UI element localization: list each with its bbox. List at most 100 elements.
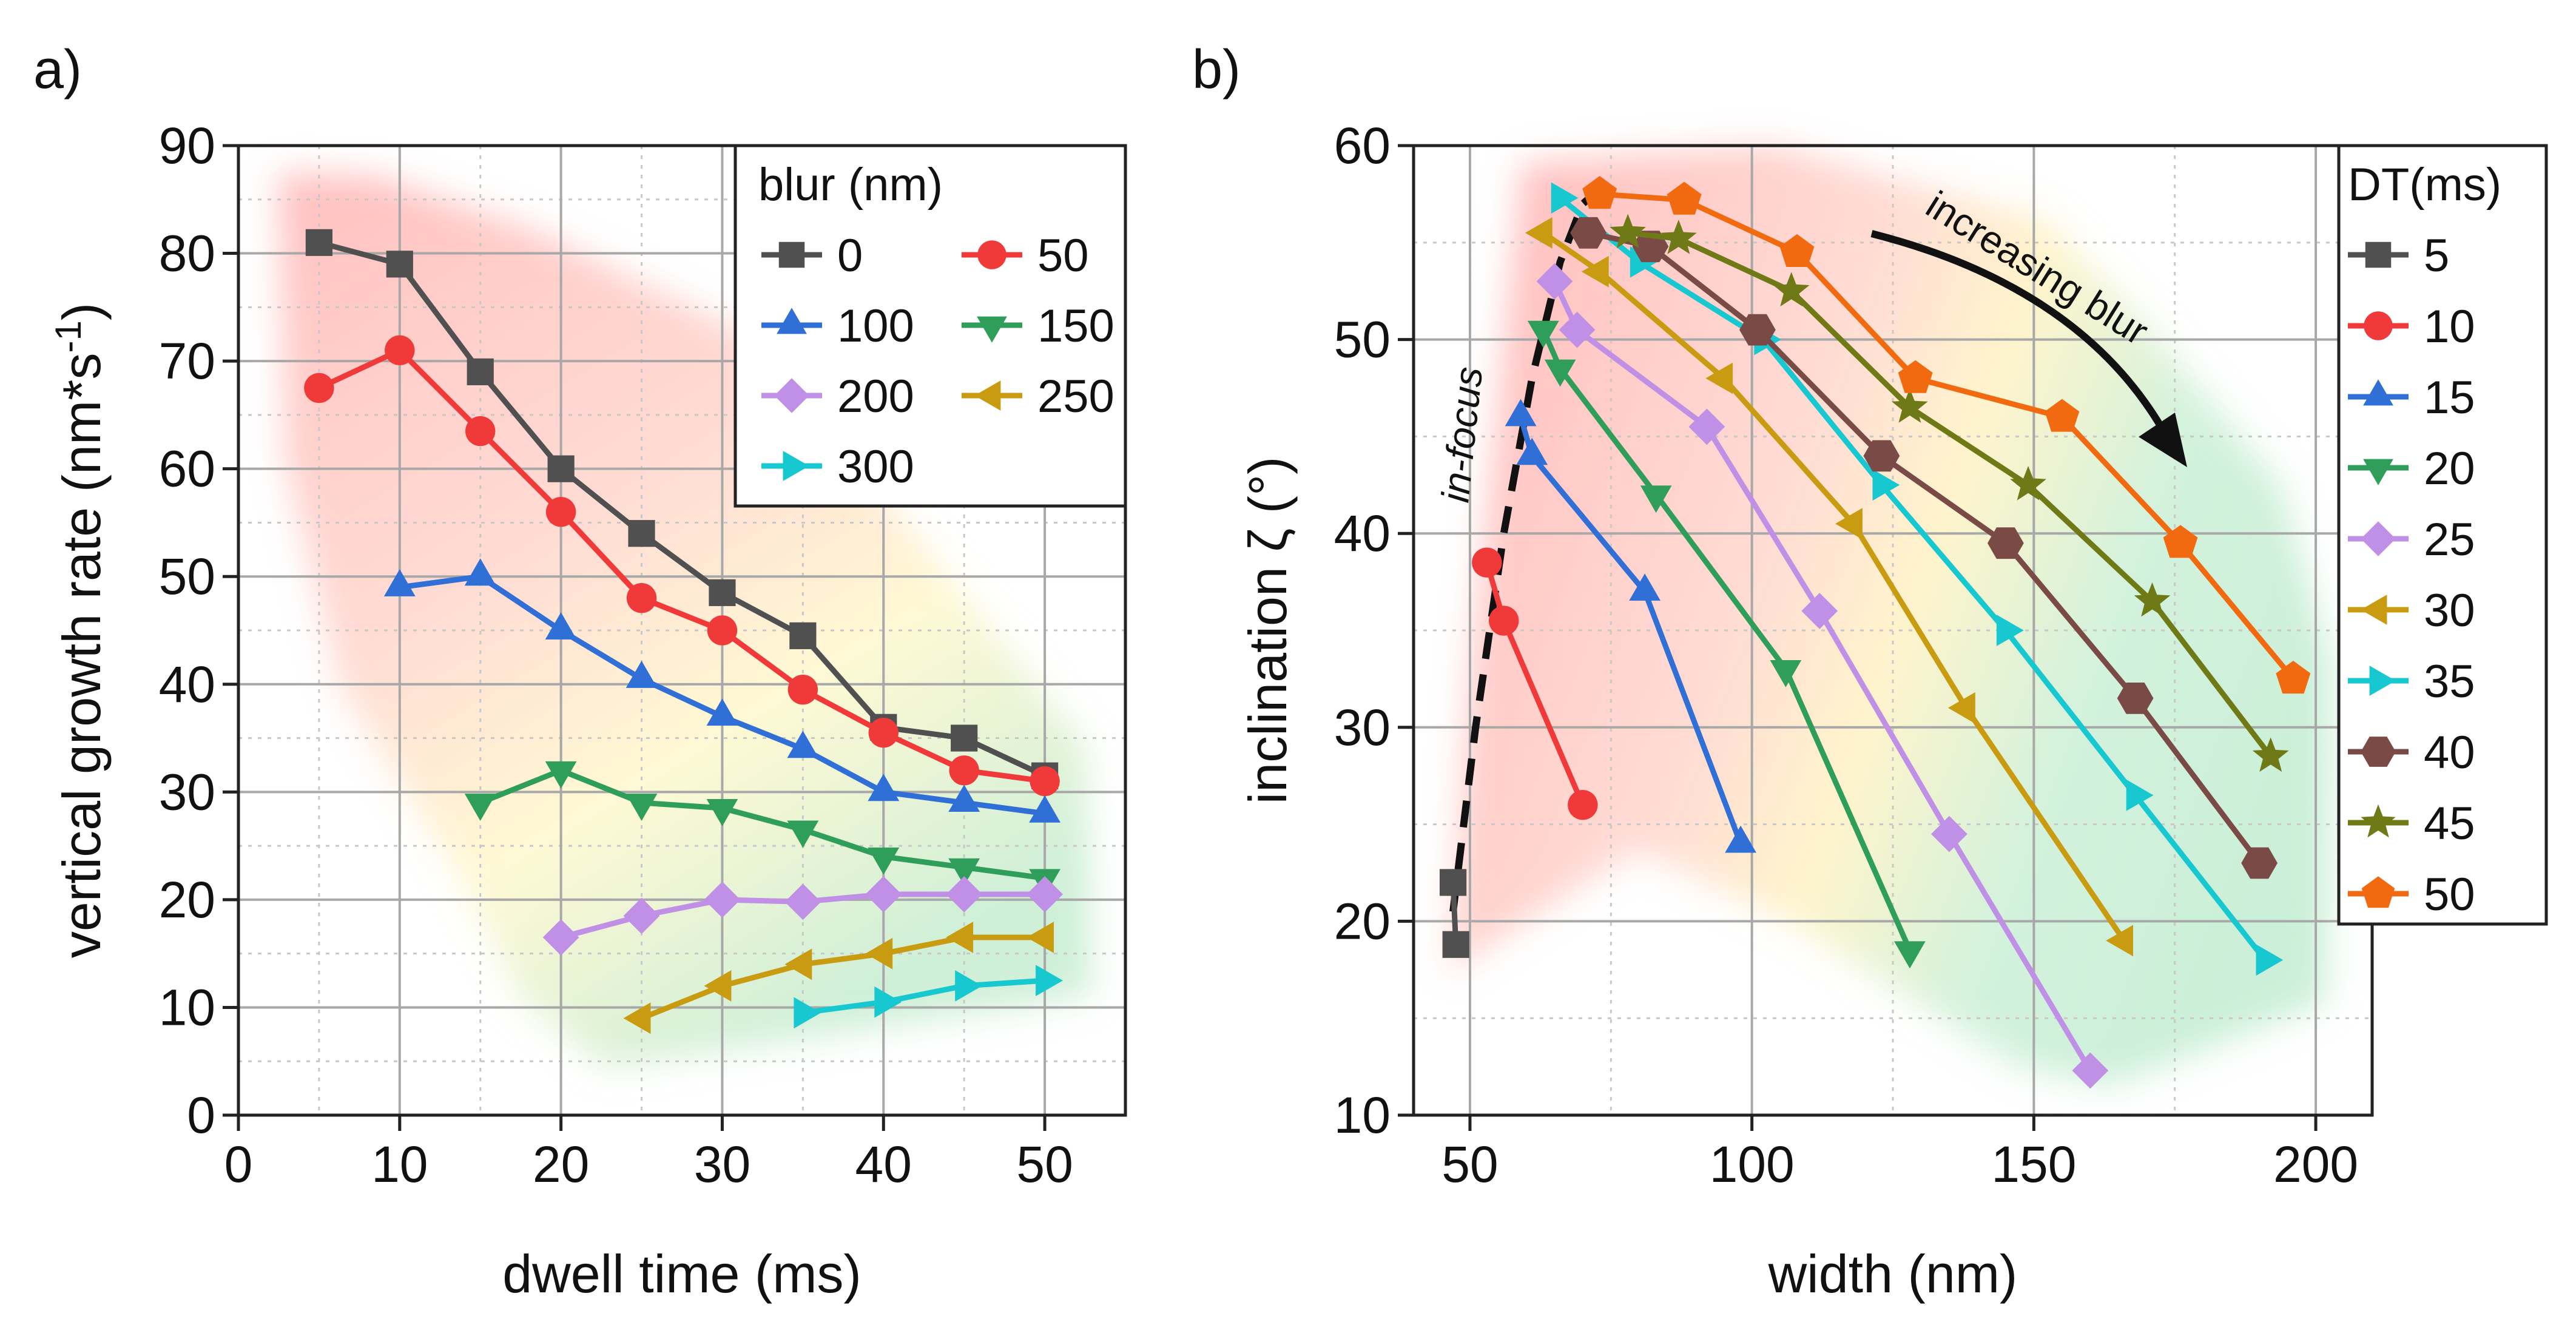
panel-b-legend-entry-40: 40 bbox=[2348, 727, 2475, 778]
panel-a-y-tick-label: 20 bbox=[159, 871, 215, 928]
panel-a-legend-label: 150 bbox=[1037, 300, 1114, 352]
panel-a-series-50 bbox=[304, 335, 1060, 797]
panel-b-data-point-40 bbox=[1863, 440, 1900, 472]
panel-b-data-point-50 bbox=[1667, 181, 1702, 215]
panel-a-data-point-150 bbox=[545, 761, 577, 789]
panel-a-data-point-300 bbox=[955, 970, 983, 1002]
panel-a-data-point-250 bbox=[946, 922, 974, 953]
panel-b-legend-marker bbox=[2361, 737, 2396, 767]
panel-a-data-point-0 bbox=[547, 455, 575, 482]
panel-b-y-tick-label: 10 bbox=[1334, 1087, 1391, 1144]
panel-b-ticks: 50 100 150 200 10 20 30 40 50 60 bbox=[1334, 117, 2359, 1193]
panel-b-legend-marker bbox=[2363, 459, 2393, 485]
panel-a-data-point-0 bbox=[628, 520, 655, 547]
panel-b-data-point-20 bbox=[1894, 941, 1926, 969]
panel-b-data-point-20 bbox=[1544, 359, 1576, 387]
panel-a-data-point-50 bbox=[304, 373, 334, 403]
panel-b-legend-marker bbox=[2363, 379, 2393, 406]
panel-b-data-point-15 bbox=[1516, 437, 1548, 465]
in-focus-curve bbox=[1449, 181, 1608, 913]
panel-b-data-point-40 bbox=[1739, 314, 1776, 346]
panel-b-legend-entry-45: 45 bbox=[2348, 798, 2475, 849]
panel-a-x-tick-label: 0 bbox=[224, 1136, 253, 1193]
panel-b-legend-label: 20 bbox=[2424, 443, 2475, 494]
panel-a-data-point-300 bbox=[874, 986, 902, 1018]
panel-b-data-point-10 bbox=[1472, 547, 1502, 578]
panel-a-legend-marker bbox=[974, 380, 1001, 411]
panel-a-legend-entry-250: 250 bbox=[962, 371, 1114, 422]
panel-b-legend-entry-50: 50 bbox=[2348, 869, 2475, 920]
panel-a-legend-title: blur (nm) bbox=[758, 159, 943, 211]
panel-b-data-point-50 bbox=[2163, 525, 2198, 558]
panel-b-series-50 bbox=[1582, 176, 2311, 694]
panel-a-label: a) bbox=[33, 39, 82, 100]
panel-b-data-point-40 bbox=[1988, 527, 2024, 559]
panel-b-legend-label: 15 bbox=[2424, 372, 2475, 423]
panel-b-x-axis-title: width (nm) bbox=[1768, 1244, 2018, 1304]
panel-b-data-point-40 bbox=[2241, 847, 2278, 879]
panel-b-legend-entry-25: 25 bbox=[2348, 514, 2475, 565]
panel-b-legend-entry-10: 10 bbox=[2348, 301, 2475, 353]
panel-b-data-point-45 bbox=[1610, 214, 1646, 249]
panel-a-data-point-50 bbox=[545, 496, 576, 527]
panel-a-y-tick-label: 10 bbox=[159, 979, 215, 1036]
panel-a-legend-label: 0 bbox=[837, 230, 863, 282]
panel-a-data-point-0 bbox=[386, 251, 413, 278]
panel-a-data-point-200 bbox=[623, 897, 660, 934]
panel-a-legend-marker bbox=[783, 451, 809, 481]
panel-a-data-point-50 bbox=[787, 674, 818, 705]
panel-a-legend: blur (nm) 0 50 100 150 200 250 300 bbox=[733, 144, 1127, 508]
panel-a-data-point-150 bbox=[625, 794, 658, 821]
panel-a-legend-entry-100: 100 bbox=[761, 300, 914, 352]
panel-b-data-point-10 bbox=[1489, 606, 1519, 636]
panel-b-series-10 bbox=[1472, 547, 1598, 820]
panel-b-data-point-50 bbox=[2045, 399, 2080, 432]
panel-a-legend-marker bbox=[977, 316, 1007, 343]
panel-a-ticks: 0 10 20 30 40 50 0 10 20 30 40 50 60 70 80 90 bbox=[159, 117, 1073, 1193]
panel-b-legend-label: 5 bbox=[2424, 230, 2449, 282]
panel-b-legend-entry-30: 30 bbox=[2348, 585, 2475, 636]
panel-a-data-point-50 bbox=[868, 717, 899, 748]
panel-b-legend-label: 50 bbox=[2424, 869, 2475, 920]
panel-a-data-point-200 bbox=[784, 883, 821, 920]
panel-a-data-point-150 bbox=[706, 799, 738, 826]
panel-a-legend-marker bbox=[777, 308, 807, 334]
panel-a-data-point-0 bbox=[305, 229, 333, 256]
panel-a-data-point-250 bbox=[1027, 922, 1054, 953]
panel-a-data-point-100 bbox=[1029, 795, 1060, 823]
panel-b-legend-entry-35: 35 bbox=[2348, 656, 2475, 707]
panel-b-legend-label: 40 bbox=[2424, 727, 2475, 778]
panel-b-data-point-25 bbox=[1536, 263, 1573, 300]
panel-b-data-point-15 bbox=[1505, 399, 1537, 427]
panel-a-x-axis-title: dwell time (ms) bbox=[502, 1244, 861, 1304]
panel-b-data-point-5 bbox=[1439, 869, 1467, 896]
panel-b-shading bbox=[1450, 146, 2333, 1086]
panel-a-x-tick-label: 40 bbox=[855, 1136, 912, 1193]
panel-b-x-tick-label: 50 bbox=[1441, 1136, 1498, 1193]
panel-a-series-250 bbox=[623, 922, 1054, 1034]
panel-b-data-point-5 bbox=[1442, 931, 1469, 958]
panel-a-data-point-0 bbox=[951, 724, 978, 752]
panel-b-legend-label: 30 bbox=[2424, 585, 2475, 636]
increasing-blur-arrow-icon bbox=[1870, 230, 2163, 427]
panel-a-data-point-300 bbox=[794, 997, 821, 1029]
panel-b-y-tick-label: 40 bbox=[1334, 505, 1391, 562]
panel-b-data-point-25 bbox=[1559, 311, 1596, 348]
panel-a-y-tick-label: 60 bbox=[159, 440, 215, 498]
panel-a-data-point-50 bbox=[949, 755, 979, 786]
panel-a-y-tick-label: 50 bbox=[159, 548, 215, 605]
panel-b-legend-marker bbox=[2361, 876, 2395, 908]
panel-b-data-point-30 bbox=[1581, 255, 1609, 288]
panel-b-data-point-35 bbox=[2126, 779, 2154, 811]
panel-a-data-point-0 bbox=[709, 579, 736, 606]
panel-a-data-point-250 bbox=[704, 970, 732, 1002]
panel-a-legend-label: 100 bbox=[837, 300, 914, 352]
panel-a-data-point-0 bbox=[789, 622, 817, 649]
panel-a-data-point-100 bbox=[383, 569, 416, 596]
panel-a-data-point-150 bbox=[787, 820, 819, 848]
panel-a-data-point-50 bbox=[626, 583, 657, 613]
panel-b-data-point-25 bbox=[2072, 1052, 2109, 1089]
panel-a-x-tick-label: 30 bbox=[694, 1136, 750, 1193]
panel-a-y-tick-label: 70 bbox=[159, 332, 215, 390]
panel-b-legend-label: 10 bbox=[2424, 301, 2475, 353]
